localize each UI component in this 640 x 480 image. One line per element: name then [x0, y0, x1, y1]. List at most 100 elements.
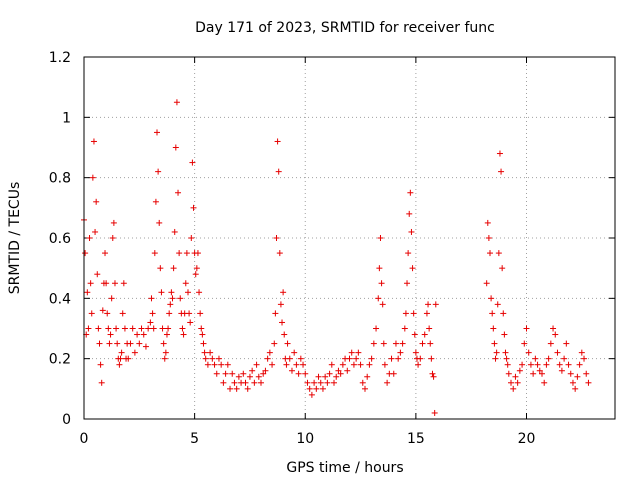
- data-point: [90, 138, 97, 145]
- data-point: [407, 189, 414, 196]
- data-point: [155, 168, 162, 175]
- data-point: [493, 349, 500, 356]
- data-point: [402, 310, 409, 317]
- data-point: [85, 325, 92, 332]
- data-point: [148, 295, 155, 302]
- data-point: [335, 367, 342, 374]
- data-point: [395, 355, 402, 362]
- data-point: [302, 370, 309, 377]
- data-point: [547, 340, 554, 347]
- data-point: [142, 343, 149, 350]
- data-point: [163, 331, 170, 338]
- data-point: [288, 367, 295, 374]
- y-tick-label: 0.2: [49, 352, 71, 368]
- data-point: [284, 340, 291, 347]
- data-point: [160, 340, 167, 347]
- data-point: [293, 361, 300, 368]
- data-point: [224, 361, 231, 368]
- data-point: [197, 310, 204, 317]
- data-point: [377, 235, 384, 241]
- data-point: [218, 361, 225, 368]
- data-point: [328, 361, 335, 368]
- plot-frame: [83, 56, 616, 420]
- data-point: [532, 355, 539, 362]
- data-point: [530, 370, 537, 377]
- data-point: [253, 361, 260, 368]
- data-point: [545, 355, 552, 362]
- data-point: [145, 325, 152, 332]
- data-point: [500, 310, 507, 317]
- data-point: [94, 271, 101, 278]
- data-point: [280, 289, 287, 296]
- data-point: [171, 228, 178, 235]
- data-point: [127, 340, 134, 347]
- data-point: [295, 370, 302, 377]
- data-point: [200, 340, 207, 347]
- data-point: [406, 210, 413, 217]
- data-point: [510, 385, 517, 392]
- data-point: [503, 355, 510, 362]
- data-point: [194, 250, 201, 257]
- axis-ticks: 0 0.2 0.4 0.6 0.8 1 1.2 0 5 10 15 20: [49, 50, 615, 447]
- data-point: [576, 361, 583, 368]
- data-point: [215, 355, 222, 362]
- data-point: [379, 301, 386, 308]
- data-point: [311, 379, 318, 386]
- data-point: [165, 325, 172, 332]
- data-point: [392, 340, 399, 347]
- data-point: [213, 370, 220, 377]
- data-point: [425, 301, 432, 308]
- data-point: [229, 370, 236, 377]
- data-point: [492, 355, 499, 362]
- data-point: [251, 379, 258, 386]
- data-point: [279, 319, 286, 326]
- y-tick-label: 0: [62, 412, 71, 428]
- data-point: [242, 379, 249, 386]
- data-point: [110, 219, 117, 226]
- data-point: [346, 355, 353, 362]
- data-point: [158, 289, 165, 296]
- data-point: [103, 280, 110, 287]
- data-point: [521, 340, 528, 347]
- data-point: [578, 349, 585, 356]
- data-point: [429, 370, 436, 377]
- data-point: [380, 340, 387, 347]
- data-point: [552, 331, 559, 338]
- data-point: [104, 310, 111, 317]
- data-point: [198, 325, 205, 332]
- data-point: [175, 189, 182, 196]
- data-point: [355, 349, 362, 356]
- data-point: [569, 379, 576, 386]
- data-point: [326, 370, 333, 377]
- data-point: [428, 355, 435, 362]
- data-point: [581, 355, 588, 362]
- data-point: [405, 250, 412, 257]
- data-point: [82, 250, 89, 257]
- data-point: [105, 325, 112, 332]
- data-point: [109, 235, 116, 241]
- data-point: [136, 340, 143, 347]
- data-point: [558, 367, 565, 374]
- data-point: [99, 307, 106, 314]
- data-point: [508, 379, 515, 386]
- data-point: [556, 361, 563, 368]
- data-point: [378, 280, 385, 287]
- data-point: [202, 355, 209, 362]
- data-point: [182, 280, 189, 287]
- data-point: [572, 385, 579, 392]
- data-point: [348, 349, 355, 356]
- data-point: [415, 361, 422, 368]
- data-point: [283, 361, 290, 368]
- data-point: [308, 391, 315, 398]
- data-point: [505, 370, 512, 377]
- data-point: [276, 250, 283, 257]
- data-point: [490, 325, 497, 332]
- data-point: [423, 310, 430, 317]
- data-point: [286, 355, 293, 362]
- data-point: [187, 319, 194, 326]
- data-point: [134, 331, 141, 338]
- data-point: [397, 349, 404, 356]
- data-point: [111, 280, 118, 287]
- data-points: [81, 99, 592, 416]
- data-point: [188, 235, 195, 241]
